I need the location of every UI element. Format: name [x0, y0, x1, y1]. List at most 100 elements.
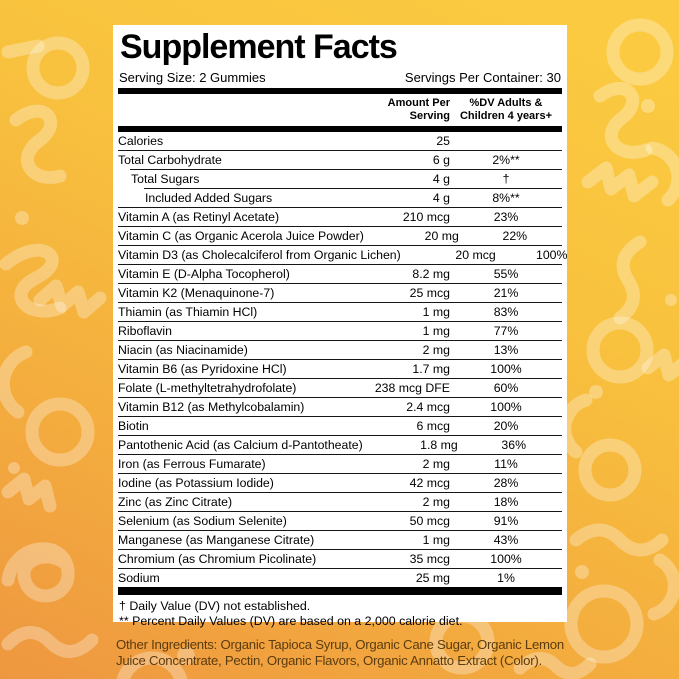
table-row: Vitamin B6 (as Pyridoxine HCl) 1.7 mg 100%	[118, 360, 562, 378]
nutrient-dv: †	[502, 171, 510, 186]
nutrient-dv: 77%	[493, 323, 519, 338]
nutrient-name: Total Carbohydrate	[118, 152, 222, 167]
dot-icon	[15, 211, 29, 225]
nutrient-name: Total Sugars	[131, 171, 200, 186]
row-separator	[118, 206, 562, 208]
nutrient-name: Riboflavin	[118, 323, 172, 338]
row-separator	[118, 415, 562, 417]
zigzag-icon	[641, 348, 679, 382]
row-separator	[118, 567, 562, 569]
zigzag-icon	[1, 472, 57, 513]
row-separator	[130, 168, 562, 170]
nutrient-dv: 20%	[493, 418, 519, 433]
nutrient-name: Manganese (as Manganese Citrate)	[118, 532, 315, 547]
zigzag-icon	[581, 161, 659, 203]
nutrient-name: Selenium (as Sodium Selenite)	[118, 513, 287, 528]
nutrient-amount: 20 mg	[424, 228, 459, 243]
row-separator	[118, 358, 562, 360]
nutrient-amount: 8.2 mg	[412, 266, 450, 281]
table-row: Riboflavin 1 mg 77%	[118, 322, 562, 340]
nutrient-amount: 4 g	[432, 190, 450, 205]
row-separator	[118, 282, 562, 284]
divider-bar-thick	[118, 88, 562, 94]
table-row: Pantothenic Acid (as Calcium d-Pantothea…	[118, 436, 562, 454]
nutrient-dv: 2%**	[492, 152, 520, 167]
nutrient-name: Vitamin C (as Organic Acerola Juice Powd…	[118, 228, 364, 243]
nutrient-amount: 2 mg	[422, 342, 450, 357]
nutrient-amount: 1 mg	[422, 532, 450, 547]
nutrient-amount: 35 mcg	[409, 551, 450, 566]
table-row: Vitamin A (as Retinyl Acetate) 210 mcg 23%	[118, 208, 562, 226]
loop-icon	[1, 542, 75, 603]
nutrient-amount: 20 mcg	[455, 247, 496, 262]
table-row: Vitamin B12 (as Methylcobalamin) 2.4 mcg 1…	[118, 398, 562, 416]
row-separator	[118, 263, 562, 265]
nutrient-dv: 11%	[494, 456, 518, 471]
nutrient-name: Vitamin D3 (as Cholecalciferol from Orga…	[118, 247, 401, 262]
nutrient-amount: 1 mg	[422, 304, 450, 319]
row-separator	[118, 529, 562, 531]
supplement-facts-panel: Supplement Facts Serving Size: 2 Gummies…	[113, 25, 567, 628]
dot-icon	[575, 565, 589, 579]
wave-icon	[569, 523, 669, 557]
nutrient-dv: 28%	[493, 475, 519, 490]
table-row: Thiamin (as Thiamin HCl) 1 mg 83%	[118, 303, 562, 321]
serving-info-row: Serving Size: 2 Gummies Servings Per Con…	[118, 68, 562, 85]
nutrient-amount: 6 mcg	[416, 418, 451, 433]
wave-icon	[1, 626, 99, 658]
nutrient-amount: 42 mcg	[409, 475, 450, 490]
arc-icon	[647, 553, 679, 621]
wave-icon	[593, 82, 653, 159]
nutrient-amount: 1 mg	[422, 323, 450, 338]
divider-bar-thick	[118, 125, 562, 132]
nutrient-dv: 100%	[490, 551, 522, 566]
table-row: Vitamin E (D-Alpha Tocopherol) 8.2 mg 55%	[118, 265, 562, 283]
ring-icon	[606, 18, 674, 86]
nutrient-name: Vitamin B12 (as Methylcobalamin)	[118, 399, 305, 414]
row-separator	[118, 225, 562, 227]
column-headers: Amount Per Serving %DV Adults & Children…	[118, 94, 562, 126]
nutrient-amount: 210 mcg	[402, 209, 450, 224]
amount-column-header: Amount Per Serving	[387, 97, 450, 122]
nutrient-name: Vitamin E (D-Alpha Tocopherol)	[118, 266, 290, 281]
row-separator	[118, 491, 562, 493]
arc-icon	[645, 141, 679, 207]
table-row: Zinc (as Zinc Citrate) 2 mg 18%	[118, 493, 562, 511]
nutrient-dv: 100%	[490, 361, 522, 376]
row-separator	[118, 377, 562, 379]
page-title: Supplement Facts	[120, 28, 398, 66]
table-row: Niacin (as Niacinamide) 2 mg 13%	[118, 341, 562, 359]
row-separator	[118, 396, 562, 398]
nutrient-dv: 60%	[493, 380, 519, 395]
dot-icon	[589, 385, 603, 399]
nutrient-amount: 25 mg	[415, 570, 450, 585]
ring-icon	[578, 438, 642, 502]
row-separator	[118, 510, 562, 512]
ring-icon	[25, 397, 95, 467]
nutrient-name: Vitamin K2 (Menaquinone-7)	[118, 285, 275, 300]
other-ingredients-text: Other Ingredients: Organic Tapioca Syrup…	[116, 637, 564, 669]
table-row: Vitamin C (as Organic Acerola Juice Powd…	[118, 227, 562, 245]
ring-icon	[26, 36, 90, 100]
nutrient-name: Calories	[118, 133, 164, 148]
table-row: Total Sugars 4 g †	[118, 170, 562, 188]
row-separator	[118, 339, 562, 341]
nutrient-dv: 36%	[501, 437, 527, 452]
arc-icon	[0, 345, 33, 419]
row-separator	[118, 320, 562, 322]
nutrient-dv: 55%	[493, 266, 519, 281]
loop-icon	[0, 243, 67, 318]
table-row: Vitamin D3 (as Cholecalciferol from Orga…	[118, 246, 567, 264]
table-row: Included Added Sugars 4 g 8%**	[118, 189, 562, 207]
servings-per-container: Servings Per Container: 30	[404, 70, 561, 85]
dot-icon	[641, 99, 655, 113]
nutrient-name: Iron (as Ferrous Fumarate)	[118, 456, 266, 471]
nutrient-dv: 43%	[493, 532, 519, 547]
divider-bar-thick	[118, 586, 562, 595]
nutrient-dv: 8%**	[492, 190, 520, 205]
wave-icon	[613, 235, 647, 325]
nutrient-name: Included Added Sugars	[145, 190, 273, 205]
row-separator	[118, 244, 562, 246]
table-row: Calories 25	[118, 132, 562, 150]
